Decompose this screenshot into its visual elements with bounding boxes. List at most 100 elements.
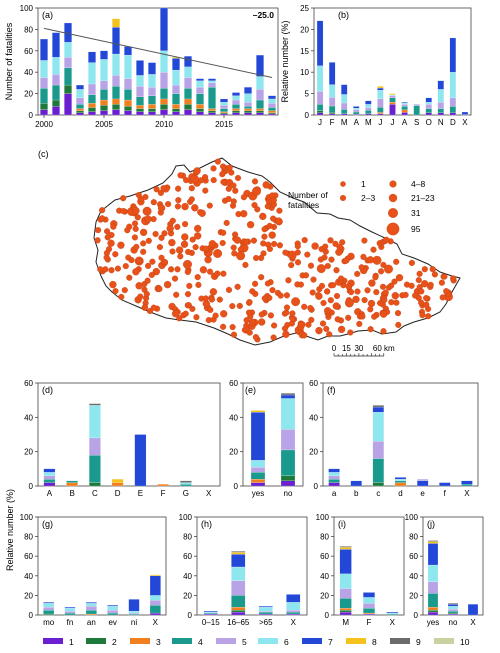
- y-tick-label: 60: [229, 379, 238, 388]
- bar-segment: [231, 611, 246, 616]
- map-dot: [149, 258, 156, 265]
- map-dot: [158, 254, 165, 261]
- map-dot: [208, 240, 217, 248]
- bar-segment: [328, 479, 340, 483]
- map-dot: [230, 182, 237, 189]
- map-dot: [330, 282, 337, 289]
- map-dot: [230, 331, 238, 338]
- bar-segment: [231, 552, 246, 555]
- bar-segment: [64, 57, 72, 69]
- plot-frame: [37, 7, 279, 116]
- bar-segment: [339, 611, 352, 616]
- bar-segment: [100, 110, 108, 116]
- map-dot: [289, 310, 296, 317]
- map-dot: [194, 232, 202, 240]
- map-dot: [195, 281, 202, 288]
- x-tick-label: 2010: [155, 120, 173, 129]
- map-dot: [131, 220, 139, 227]
- map-dot: [234, 174, 242, 182]
- bar-segment: [425, 97, 432, 103]
- map-dot: [246, 221, 255, 229]
- bar-segment: [66, 482, 78, 487]
- map-dot: [283, 292, 290, 299]
- bar-segment: [286, 594, 301, 603]
- bar-segment: [377, 86, 384, 89]
- map-dot: [175, 246, 184, 254]
- bar-segment: [427, 611, 439, 616]
- bar-segment: [389, 102, 396, 105]
- y-tick-label: 20: [320, 591, 329, 600]
- y-tick-label: 60: [309, 379, 318, 388]
- map-legend-label: 95: [411, 224, 421, 234]
- panel-label: (f): [327, 385, 336, 395]
- bar-segment: [425, 104, 432, 109]
- bar-segment: [148, 111, 156, 116]
- map-dot: [188, 196, 195, 203]
- map-dot: [395, 274, 404, 282]
- bar-segment: [250, 460, 266, 468]
- bar-segment: [231, 595, 246, 608]
- bar-segment: [328, 475, 340, 480]
- map-dot: [421, 266, 428, 273]
- bar-segment: [244, 112, 252, 116]
- panel-e: 0 20 40 60 (e) yes no: [229, 379, 304, 498]
- bar-segment: [372, 441, 384, 459]
- map-dot: [384, 264, 393, 274]
- bar-segment: [339, 573, 352, 589]
- bar-segment: [437, 102, 444, 109]
- bar-segment: [363, 612, 375, 615]
- map-dot: [323, 325, 330, 332]
- panel-label: (h): [201, 519, 212, 529]
- y-tick-label: 0: [414, 611, 419, 620]
- map-dot: [194, 224, 202, 233]
- legend-label-2: 2: [112, 637, 117, 647]
- map-dot: [383, 236, 390, 243]
- x-tick-label: G: [183, 489, 189, 498]
- map-dot: [214, 270, 221, 277]
- bar-segment: [43, 472, 56, 476]
- bar-segment: [52, 99, 60, 107]
- y-tick-label: 0: [325, 611, 330, 620]
- y-tick-label: 80: [24, 25, 33, 34]
- map-legend-label: 1: [361, 179, 366, 189]
- x-tick-label: 2015: [215, 120, 233, 129]
- bar-segment: [160, 104, 168, 110]
- bar-segment: [89, 403, 101, 406]
- legend-label-4: 4: [198, 637, 203, 647]
- x-tick-label: A: [354, 118, 360, 127]
- map-dot: [332, 240, 339, 247]
- bar-segment: [172, 84, 180, 94]
- map-dot: [190, 174, 199, 184]
- bar-segment: [148, 108, 156, 112]
- bar-segment: [43, 607, 55, 611]
- map-dot: [169, 248, 176, 255]
- map-dot: [181, 202, 189, 211]
- bar-segment: [231, 607, 246, 611]
- bar-segment: [196, 80, 204, 88]
- bar-segment: [149, 605, 161, 614]
- map-dot: [136, 258, 143, 265]
- map-dot: [175, 185, 182, 192]
- bar-segment: [447, 609, 459, 612]
- y-tick-label: 5: [305, 90, 310, 99]
- map-dot: [163, 280, 172, 289]
- map-dot: [418, 299, 425, 306]
- map-dot: [240, 210, 248, 218]
- map-dot: [285, 277, 292, 284]
- bar-segment: [244, 87, 252, 94]
- map-dot: [216, 296, 223, 303]
- bar-segment: [160, 7, 168, 51]
- map-legend-label: 31: [411, 208, 421, 218]
- bar-segment: [447, 603, 459, 605]
- map-dot: [107, 239, 115, 247]
- map-dot: [110, 223, 117, 230]
- map-dot: [220, 163, 227, 170]
- map-dot: [283, 309, 290, 316]
- map-dot: [443, 288, 450, 295]
- map-dot: [324, 262, 331, 270]
- map-dot: [438, 279, 445, 286]
- x-tick-label: M: [341, 118, 348, 127]
- bar-segment: [64, 67, 72, 86]
- bar-segment: [386, 612, 399, 615]
- map-dot: [308, 316, 315, 323]
